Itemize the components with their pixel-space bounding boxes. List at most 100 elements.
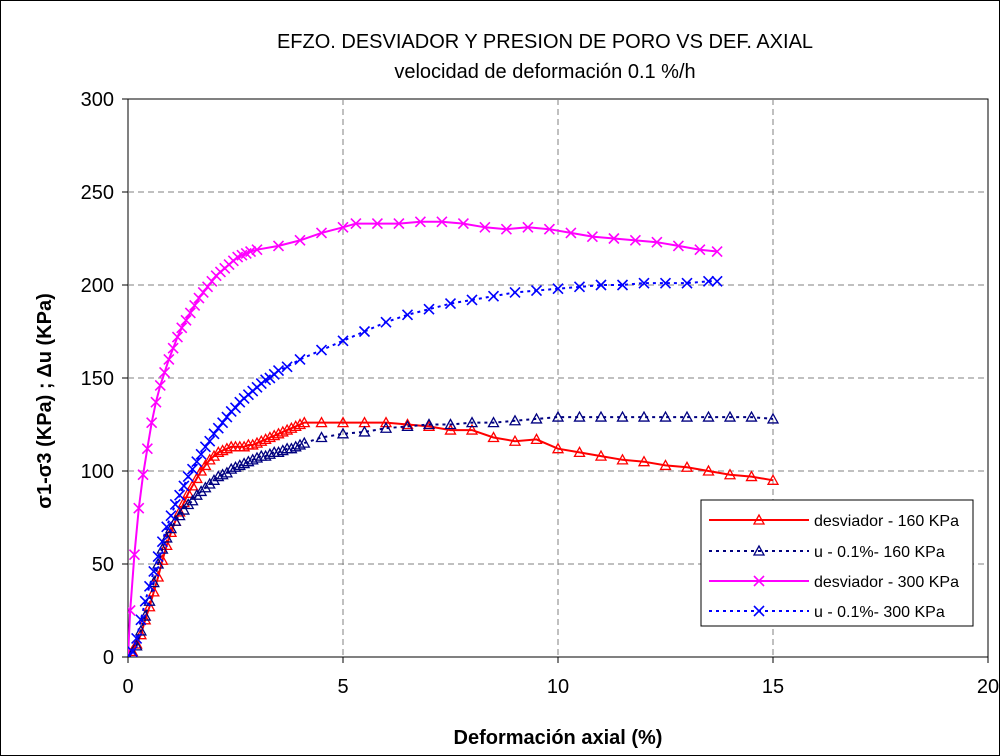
x-tick-label: 0	[122, 676, 133, 698]
y-tick-label: 300	[81, 89, 114, 111]
legend: desviador - 160 KPa u - 0.1%- 160 KPa desv…	[700, 499, 974, 627]
data-point	[651, 236, 663, 248]
data-point	[167, 342, 179, 354]
data-point	[522, 221, 534, 233]
data-point	[543, 223, 555, 235]
data-point	[371, 218, 383, 230]
legend-label: u - 0.1%- 300 KPa	[814, 604, 945, 621]
data-point	[298, 436, 311, 448]
data-point	[444, 418, 457, 430]
data-point	[272, 446, 285, 458]
data-point	[177, 503, 191, 515]
series-4	[128, 275, 723, 657]
data-point	[573, 410, 586, 422]
data-point	[487, 416, 500, 428]
data-point	[444, 423, 457, 435]
data-point	[616, 279, 629, 291]
data-point	[173, 509, 186, 521]
data-point	[152, 550, 164, 563]
x-tick-label: 10	[547, 676, 569, 698]
data-point	[182, 498, 195, 510]
data-point	[255, 434, 268, 446]
x-tick-label: 15	[762, 676, 784, 698]
data-point	[143, 600, 156, 612]
data-point	[165, 510, 177, 522]
y-tick-label: 250	[81, 182, 114, 204]
data-point	[212, 422, 224, 434]
data-point	[195, 448, 207, 460]
data-point	[229, 460, 242, 472]
data-point	[680, 410, 694, 422]
data-point	[276, 425, 289, 437]
data-point	[259, 449, 272, 461]
data-point	[156, 536, 168, 548]
data-point	[190, 472, 203, 484]
data-point	[272, 240, 285, 252]
data-point	[194, 464, 208, 476]
data-point	[139, 595, 151, 607]
data-point	[244, 245, 257, 258]
data-point	[285, 421, 298, 433]
data-point	[616, 410, 629, 422]
data-point	[298, 416, 311, 428]
data-point	[176, 322, 188, 334]
data-point	[401, 418, 414, 430]
data-point	[565, 227, 577, 239]
data-point	[250, 436, 264, 448]
data-point	[745, 410, 758, 422]
data-point	[148, 565, 160, 578]
data-point	[551, 442, 565, 454]
data-point	[186, 494, 199, 506]
data-point	[530, 433, 543, 445]
data-point	[487, 431, 500, 443]
data-point	[193, 292, 205, 304]
data-point	[393, 218, 405, 230]
data-point	[212, 470, 225, 482]
data-point	[315, 431, 328, 443]
data-point	[161, 521, 173, 533]
data-point	[289, 440, 302, 452]
y-tick-label: 150	[81, 368, 114, 390]
data-point	[143, 580, 156, 592]
data-point	[680, 460, 694, 472]
data-point	[752, 513, 766, 525]
data-point	[217, 417, 229, 429]
data-point	[163, 353, 175, 365]
data-point	[551, 410, 565, 422]
data-point	[444, 298, 457, 310]
data-point	[251, 244, 263, 256]
data-point	[711, 245, 723, 258]
data-point	[509, 286, 521, 299]
data-point	[508, 414, 522, 426]
legend-label: u - 0.1%- 160 KPa	[814, 544, 945, 561]
series-3	[128, 216, 723, 657]
data-point	[199, 441, 211, 453]
data-point	[128, 646, 138, 657]
data-point	[131, 632, 143, 644]
data-point	[180, 314, 192, 326]
data-point	[201, 281, 214, 293]
y-tick-label: 50	[92, 554, 114, 576]
data-point	[199, 459, 212, 471]
legend-label: desviador - 300 KPa	[814, 574, 959, 591]
data-point	[358, 425, 371, 437]
data-point	[315, 227, 328, 239]
data-point	[128, 645, 138, 657]
data-point	[457, 218, 469, 230]
x-tick-label: 20	[977, 676, 999, 698]
data-point	[171, 331, 184, 343]
data-point	[723, 410, 737, 422]
y-tick-labels: 0 50 100 150 200 250 300	[81, 89, 114, 669]
data-point	[207, 473, 221, 485]
data-point	[637, 410, 651, 422]
data-point	[216, 444, 229, 456]
data-point	[156, 553, 169, 565]
data-point	[184, 307, 196, 319]
data-point	[414, 216, 426, 228]
data-point	[128, 651, 134, 657]
data-point	[194, 485, 208, 497]
data-point	[379, 416, 393, 428]
data-point	[229, 402, 242, 414]
data-point	[263, 447, 277, 459]
data-point	[465, 416, 479, 428]
